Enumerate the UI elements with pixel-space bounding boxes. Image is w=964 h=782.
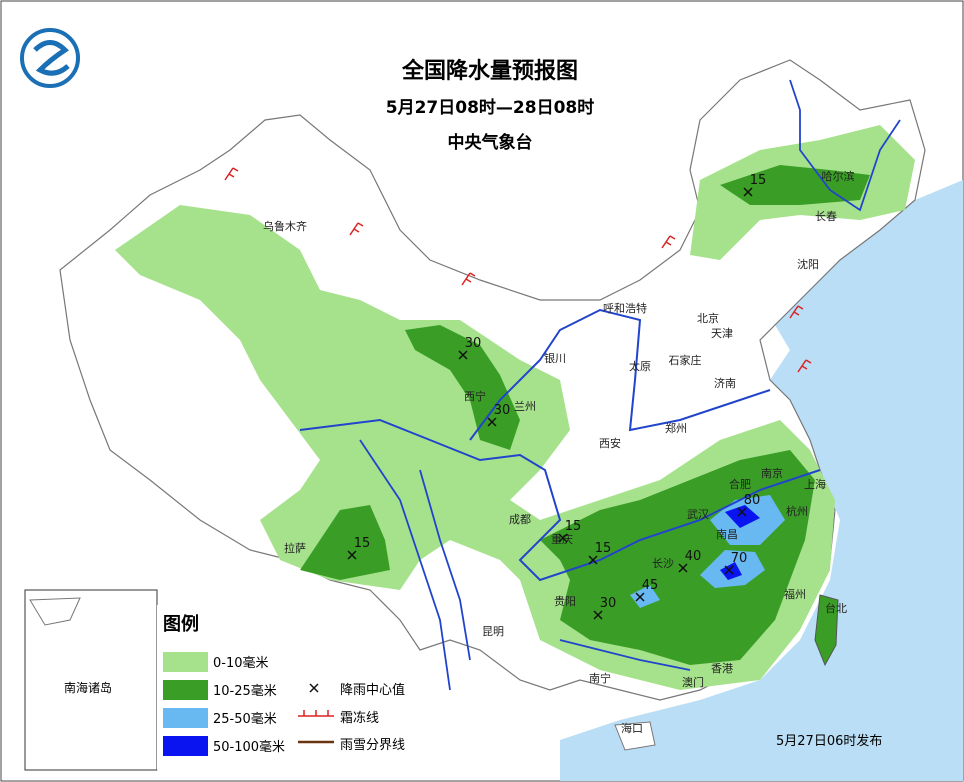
rain-area [725, 505, 760, 528]
hainan [614, 721, 656, 751]
city-label: 南京 [761, 466, 783, 480]
sea [560, 180, 963, 781]
rain-center-value: 30 [600, 596, 617, 611]
city-label: 沈阳 [797, 257, 819, 271]
songhua-river [789, 79, 901, 212]
frost-line [461, 272, 476, 286]
rain-center-value: 80 [744, 493, 761, 508]
city-label: 杭州 [786, 504, 808, 518]
legend-swatch [163, 708, 208, 728]
yellow-river [469, 308, 771, 441]
city-label: 长沙 [652, 557, 674, 570]
rain-center-mark [593, 610, 603, 620]
legend-swatch [163, 680, 208, 700]
frost-line [661, 235, 676, 249]
city-label: 石家庄 [669, 353, 702, 367]
rain-center-value: 30 [494, 403, 511, 418]
frost-line [224, 167, 239, 181]
legend-symbol [298, 710, 334, 717]
city-label: 呼和浩特 [603, 301, 647, 315]
rain-center-value: 15 [750, 173, 767, 188]
city-label: 福州 [784, 587, 806, 601]
city-label: 西宁 [464, 389, 486, 403]
rain-area [630, 585, 660, 608]
legend-symbol-label: 霜冻线 [340, 710, 379, 726]
city-label: 成都 [509, 513, 531, 526]
legend-title: 图例 [163, 613, 199, 635]
legend-swatch [163, 736, 208, 756]
legend-label: 50-100毫米 [213, 739, 285, 755]
rain-center-mark [737, 507, 747, 517]
inset-label: 南海诸岛 [64, 680, 112, 695]
city-label: 乌鲁木齐 [263, 219, 307, 233]
city-label: 北京 [697, 311, 719, 325]
rain-center-value: 40 [685, 549, 702, 564]
city-label: 昆明 [482, 625, 504, 638]
rain-center-mark [588, 555, 598, 565]
frost-line [789, 305, 804, 319]
rain-center-value: 70 [731, 551, 748, 566]
period: 5月27日08时—28日08时 [386, 98, 594, 118]
rain-center-mark [487, 417, 497, 427]
city-label: 贵阳 [554, 595, 576, 608]
city-label: 台北 [825, 601, 847, 615]
city-label: 上海 [804, 477, 826, 491]
rain-center-mark [678, 563, 688, 573]
city-label: 兰州 [514, 400, 536, 413]
taiwan [814, 594, 839, 667]
footer: 5月27日06时发布 [776, 733, 882, 749]
rain-center-value: 15 [354, 536, 371, 551]
rain-center-mark [635, 592, 645, 602]
legend-label: 10-25毫米 [213, 683, 277, 699]
inset-land [29, 597, 81, 626]
city-label: 澳门 [682, 675, 704, 689]
rain-area [720, 165, 870, 205]
city-label: 海口 [621, 721, 643, 735]
city-label: 哈尔滨 [822, 169, 855, 183]
frost-line [797, 359, 812, 373]
title: 全国降水量预报图 [401, 58, 578, 84]
city-label: 香港 [711, 662, 733, 675]
city-label: 郑州 [665, 421, 687, 435]
rain-center-mark [724, 565, 734, 575]
yangtze [299, 418, 821, 582]
legend-label: 25-50毫米 [213, 711, 277, 727]
rain-center-mark [743, 187, 753, 197]
city-label: 西安 [599, 436, 621, 450]
rain-center-value: 30 [465, 336, 482, 351]
rain-center-value: 15 [595, 541, 612, 556]
city-label: 太原 [629, 360, 651, 373]
rain-center-value: 15 [565, 519, 582, 534]
frost-line [349, 222, 364, 236]
southwest-rivers [359, 439, 471, 691]
city-label: 银川 [544, 351, 566, 365]
legend-symbol-label: 雨雪分界线 [340, 738, 405, 753]
city-label: 长春 [815, 210, 837, 223]
rain-areas [115, 125, 915, 690]
rain-center-mark [458, 350, 468, 360]
legend-symbol [309, 683, 319, 693]
city-label: 武汉 [687, 508, 709, 521]
pearl-river [559, 639, 691, 671]
legend-swatch [163, 652, 208, 672]
issuer: 中央气象台 [448, 132, 533, 153]
legend-symbol-label: 降雨中心值 [340, 682, 405, 698]
city-label: 天津 [711, 327, 733, 340]
legend-label: 0-10毫米 [213, 655, 269, 671]
city-label: 济南 [714, 376, 736, 390]
rain-center-mark [347, 550, 357, 560]
city-label: 南昌 [716, 528, 738, 541]
rain-center-value: 45 [642, 578, 659, 593]
rain-area [300, 505, 390, 580]
city-label: 合肥 [729, 477, 751, 491]
city-label: 南宁 [589, 671, 611, 685]
city-label: 拉萨 [284, 541, 306, 555]
rain-area [405, 325, 520, 450]
logo-mark [33, 40, 70, 76]
rain-center-mark [558, 533, 568, 543]
